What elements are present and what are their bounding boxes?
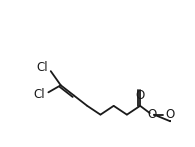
Text: O: O: [147, 108, 157, 121]
Text: O: O: [136, 89, 145, 102]
Text: O: O: [166, 108, 175, 121]
Text: Cl: Cl: [33, 88, 45, 101]
Text: Cl: Cl: [36, 61, 48, 74]
